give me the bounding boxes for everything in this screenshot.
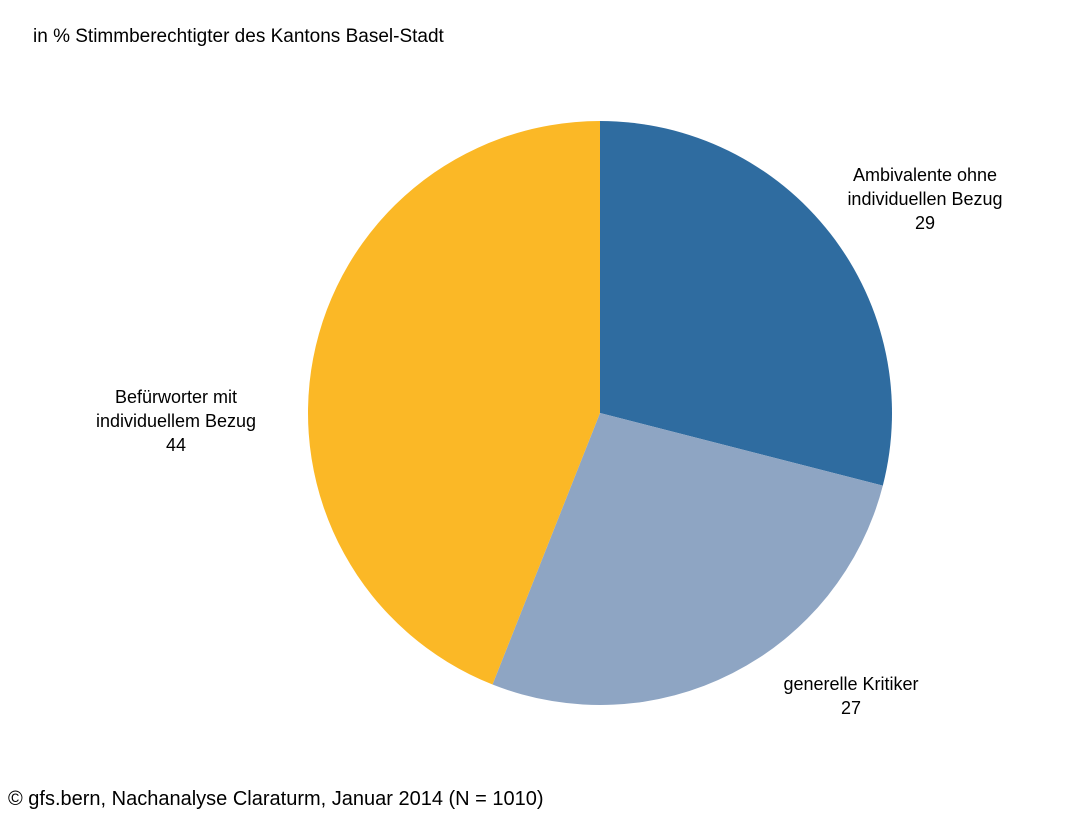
pie-slice-2 bbox=[307, 121, 600, 685]
pie-slice-0 bbox=[600, 121, 892, 486]
slice-value-0: 29 bbox=[915, 213, 935, 233]
slice-label-line: individuellem Bezug bbox=[96, 411, 256, 431]
slice-label-line: Befürworter mit bbox=[115, 387, 237, 407]
chart-subtitle: in % Stimmberechtigter des Kantons Basel… bbox=[33, 26, 444, 47]
slice-value-1: 27 bbox=[841, 698, 861, 718]
slice-label-line: generelle Kritiker bbox=[783, 674, 918, 694]
pie-slice-1 bbox=[492, 413, 883, 705]
slice-label-2: Befürworter mit individuellem Bezug 44 bbox=[96, 387, 256, 455]
slice-label-line: Ambivalente ohne bbox=[853, 165, 997, 185]
slice-label-line: individuellen Bezug bbox=[847, 189, 1002, 209]
pie-labels: Ambivalente ohne individuellen Bezug 29 gen… bbox=[96, 165, 1003, 718]
slice-label-0: Ambivalente ohne individuellen Bezug 29 bbox=[847, 165, 1002, 233]
source-note: © gfs.bern, Nachanalyse Claraturm, Janua… bbox=[8, 788, 544, 810]
slice-label-1: generelle Kritiker 27 bbox=[783, 674, 918, 718]
slice-value-2: 44 bbox=[166, 435, 186, 455]
pie-slices bbox=[307, 121, 892, 705]
